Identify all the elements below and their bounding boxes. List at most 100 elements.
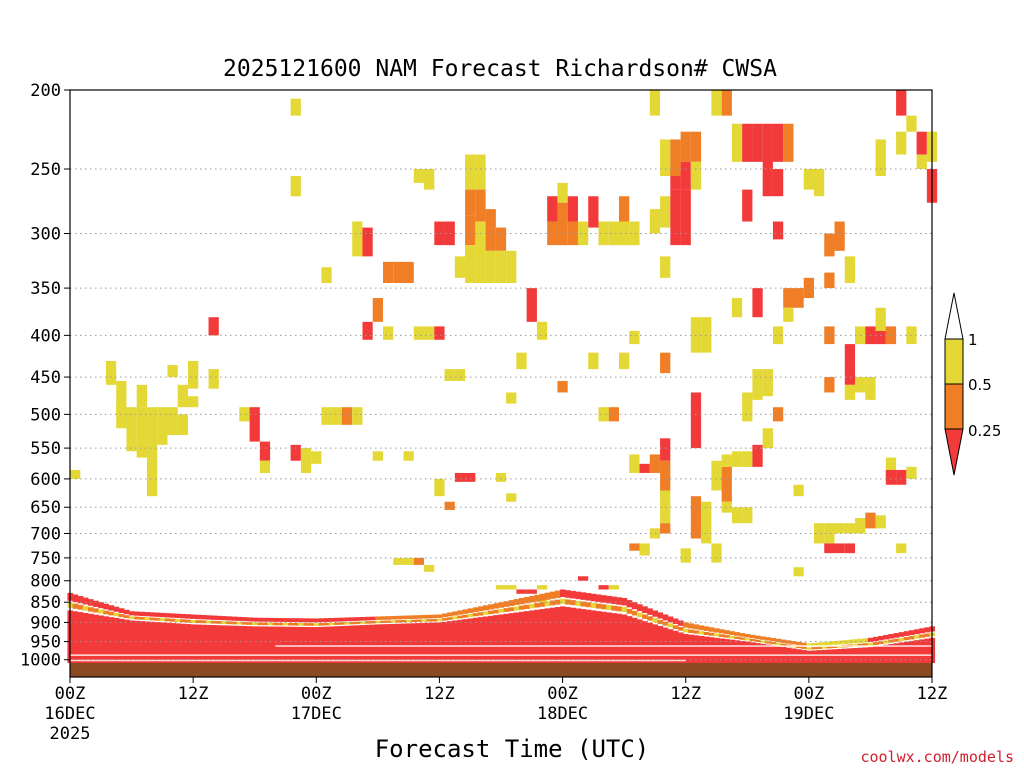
ri-band-fringe (785, 640, 792, 644)
ri-band-fringe (416, 619, 422, 622)
ri-cell (660, 523, 671, 534)
ri-cell (393, 261, 404, 284)
ri-band-fringe (318, 623, 325, 626)
ri-band-fringe (811, 642, 818, 647)
ri-band-fringe (308, 623, 315, 626)
ri-band-core (262, 626, 269, 663)
ri-band-core (318, 626, 325, 663)
ri-band-streak (70, 654, 932, 656)
ri-band-fringe (462, 614, 469, 618)
ri-cell (352, 221, 363, 257)
ri-band-core (359, 625, 366, 663)
ri-band-fringe (775, 638, 782, 643)
ri-band-core (252, 626, 258, 663)
ri-band-core (72, 611, 79, 663)
ri-band-core (914, 640, 920, 663)
ri-band-fringe (93, 608, 99, 613)
ri-band-fringe (149, 612, 156, 617)
ri-cell (762, 369, 773, 397)
ri-band-fringe (144, 617, 151, 621)
ri-cell (752, 288, 763, 318)
ri-cell (403, 557, 414, 565)
ri-band-core (760, 643, 766, 663)
ri-band-fringe (554, 590, 561, 598)
colorbar-bin-orange (944, 383, 964, 430)
ri-band-core (493, 615, 499, 663)
ri-band-fringe (831, 645, 838, 649)
ri-band-fringe (359, 621, 366, 624)
ri-band-core (385, 624, 392, 663)
ri-band-fringe (683, 622, 689, 628)
chart-title: 2025121600 NAM Forecast Richardson# CWSA (223, 56, 777, 82)
ri-band-fringe (831, 641, 838, 645)
ri-band-fringe (724, 635, 730, 638)
ri-band-fringe (457, 610, 464, 615)
ri-band-fringe (534, 594, 540, 602)
ri-band-fringe (549, 600, 556, 606)
ri-band-fringe (760, 640, 766, 643)
ri-band-fringe (647, 608, 653, 615)
ri-band-core (123, 619, 130, 663)
colorbar-label: 1 (968, 331, 978, 349)
ri-cell (290, 98, 301, 116)
ri-band-core (231, 625, 238, 663)
ri-cell (608, 221, 620, 246)
y-tick-label: 400 (30, 326, 61, 346)
ri-cell (598, 407, 609, 422)
ri-band-fringe (452, 616, 458, 620)
ri-cell (382, 261, 394, 284)
ri-cell (444, 221, 455, 246)
ri-band-fringe (462, 609, 469, 614)
ri-cell (783, 307, 794, 322)
ri-cell (454, 472, 466, 482)
ri-band-core (308, 627, 315, 663)
colorbar-bottom-arrow (944, 428, 964, 476)
y-tick-label: 950 (30, 633, 61, 653)
ri-band-fringe (903, 636, 910, 641)
ri-cell (793, 567, 804, 577)
ri-band-core (878, 645, 884, 663)
ri-band-fringe (134, 611, 140, 616)
ri-band-fringe (914, 635, 920, 639)
ri-band-fringe (667, 623, 674, 628)
ri-band-fringe (262, 617, 269, 622)
ri-band-fringe (837, 640, 843, 645)
ri-cell (105, 360, 117, 385)
ri-cell (690, 496, 702, 539)
colorbar-label: 0.25 (968, 422, 1001, 440)
ri-band-fringe (524, 604, 530, 609)
ri-cell (844, 256, 856, 284)
ri-band-fringe (642, 614, 648, 619)
ri-band-fringe (606, 605, 612, 610)
ri-band-fringe (323, 618, 330, 622)
ri-band-fringe (775, 642, 782, 646)
ri-band-fringe (277, 622, 284, 626)
ri-cell (690, 392, 702, 449)
ri-band-fringe (272, 617, 279, 622)
ri-band-core (149, 621, 156, 663)
ri-band-fringe (806, 647, 812, 650)
ri-cell (526, 288, 537, 322)
ri-band-fringe (493, 603, 499, 609)
ri-cell (865, 377, 876, 400)
ri-band-core (411, 623, 417, 663)
ri-band-core (303, 626, 310, 663)
ri-band-fringe (426, 614, 433, 619)
ri-cell (239, 407, 250, 422)
ri-band-core (488, 615, 494, 663)
ri-band-fringe (580, 601, 587, 607)
y-tick-label: 750 (30, 549, 61, 569)
ri-band-fringe (621, 607, 628, 613)
y-tick-label: 900 (30, 613, 61, 633)
ri-cell (434, 478, 445, 497)
ri-band-streak (275, 645, 932, 647)
ri-cell (721, 454, 732, 467)
ri-band-fringe (801, 642, 807, 646)
ri-cell (772, 326, 784, 345)
ri-band-fringe (441, 613, 448, 618)
ri-band-core (87, 613, 94, 663)
ri-cell (362, 227, 373, 257)
x-tick-date: 18DEC (537, 704, 588, 724)
ri-cell (465, 189, 476, 216)
x-tick-label: 00Z (793, 684, 824, 704)
